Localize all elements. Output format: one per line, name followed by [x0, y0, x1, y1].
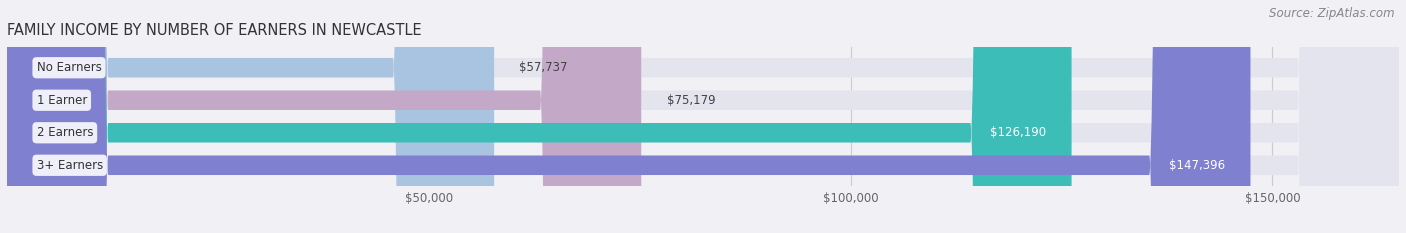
- Text: $57,737: $57,737: [519, 61, 568, 74]
- Text: $126,190: $126,190: [990, 126, 1046, 139]
- FancyBboxPatch shape: [7, 0, 1399, 233]
- FancyBboxPatch shape: [7, 0, 1399, 233]
- Text: 2 Earners: 2 Earners: [37, 126, 93, 139]
- Text: 1 Earner: 1 Earner: [37, 94, 87, 107]
- FancyBboxPatch shape: [7, 0, 494, 233]
- FancyBboxPatch shape: [7, 0, 641, 233]
- FancyBboxPatch shape: [7, 0, 1071, 233]
- FancyBboxPatch shape: [7, 0, 1399, 233]
- FancyBboxPatch shape: [7, 0, 1250, 233]
- Text: $147,396: $147,396: [1168, 159, 1225, 172]
- Text: FAMILY INCOME BY NUMBER OF EARNERS IN NEWCASTLE: FAMILY INCOME BY NUMBER OF EARNERS IN NE…: [7, 24, 422, 38]
- Text: No Earners: No Earners: [37, 61, 101, 74]
- FancyBboxPatch shape: [7, 0, 1399, 233]
- Text: $75,179: $75,179: [666, 94, 716, 107]
- Text: 3+ Earners: 3+ Earners: [37, 159, 103, 172]
- Text: Source: ZipAtlas.com: Source: ZipAtlas.com: [1270, 7, 1395, 20]
